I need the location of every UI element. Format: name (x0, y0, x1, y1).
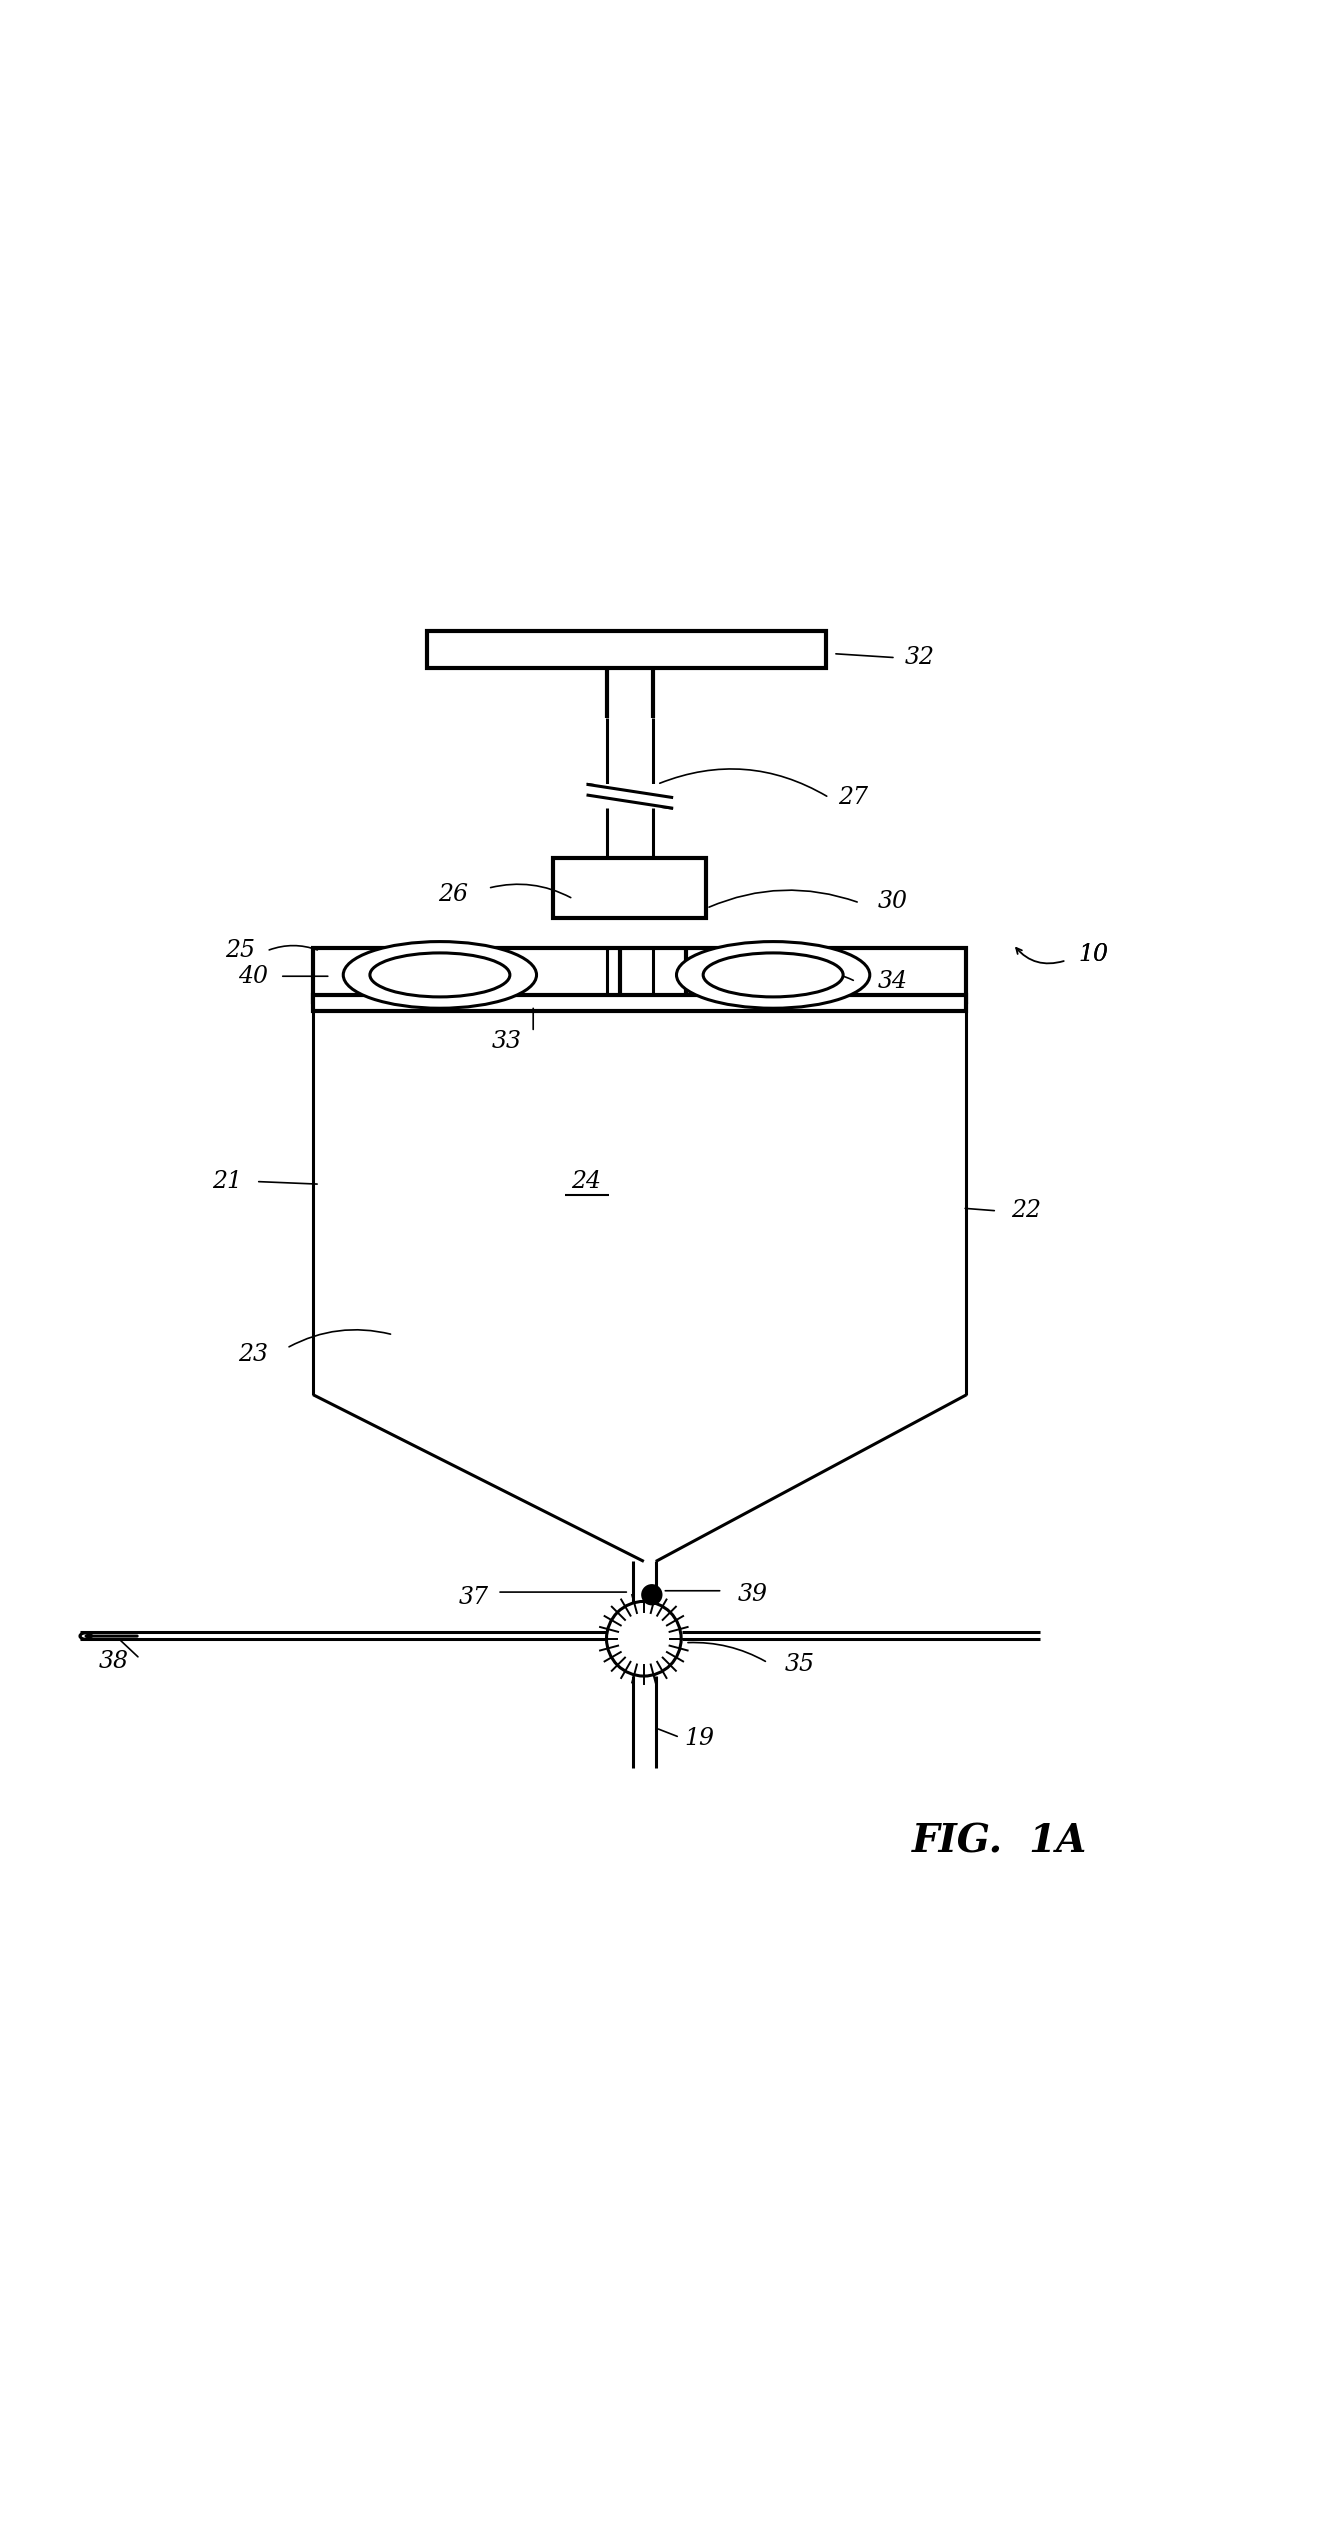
Text: 34: 34 (878, 969, 908, 994)
Ellipse shape (704, 954, 842, 997)
Text: 27: 27 (838, 787, 868, 810)
Text: 19: 19 (685, 1728, 714, 1751)
Text: 26: 26 (439, 883, 468, 906)
Text: 30: 30 (878, 891, 908, 913)
Text: FIG.  1A: FIG. 1A (912, 1822, 1088, 1859)
Text: 23: 23 (239, 1342, 268, 1367)
Text: 39: 39 (738, 1584, 768, 1607)
Bar (313, 949, 966, 1002)
Ellipse shape (371, 954, 511, 997)
Bar (584, 785, 678, 807)
Ellipse shape (344, 941, 536, 1009)
Text: 37: 37 (459, 1587, 488, 1610)
Text: 25: 25 (225, 939, 255, 961)
Bar (553, 858, 706, 918)
Text: 32: 32 (905, 646, 934, 669)
Text: 10: 10 (1078, 944, 1108, 966)
Ellipse shape (676, 941, 870, 1009)
Bar (313, 994, 966, 1012)
Bar (427, 631, 826, 669)
Text: 22: 22 (1012, 1198, 1041, 1221)
Text: 33: 33 (492, 1029, 521, 1052)
Text: 24: 24 (572, 1171, 601, 1193)
Text: 35: 35 (785, 1653, 814, 1675)
Text: 40: 40 (239, 964, 268, 986)
Text: 38: 38 (99, 1650, 128, 1673)
Text: 21: 21 (212, 1171, 241, 1193)
Circle shape (641, 1584, 663, 1605)
Text: 10: 10 (1078, 944, 1108, 966)
Circle shape (607, 1602, 681, 1675)
